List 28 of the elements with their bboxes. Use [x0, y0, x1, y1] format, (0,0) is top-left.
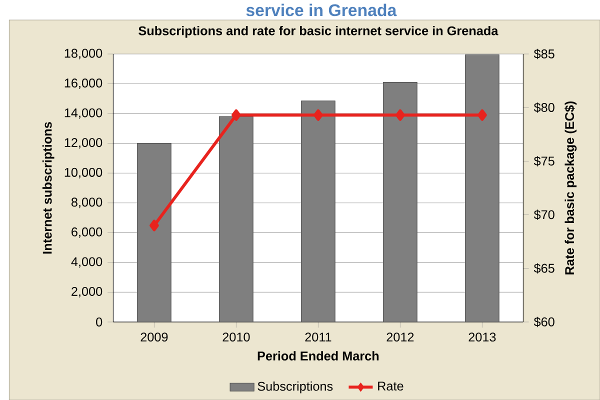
y-tick-label: 6,000 — [72, 227, 102, 238]
y2-tick-label: $85 — [534, 48, 554, 60]
y2-tick-label: $70 — [534, 210, 554, 220]
x-tick-label: 2013 — [468, 332, 496, 342]
legend-label: Subscriptions — [258, 381, 333, 394]
y-axis-title: Internet subscriptions — [42, 122, 54, 254]
y2-tick-label: $80 — [534, 102, 554, 113]
legend-label: Rate — [378, 382, 404, 391]
y-tick-label: 16,000 — [64, 78, 102, 89]
x-tick-label: 2011 — [305, 332, 332, 342]
chart-title: Subscriptions and rate for basic internet service in Grenada — [138, 26, 498, 38]
text: service in Grenada — [246, 4, 397, 16]
y-tick-label: 8,000 — [72, 198, 102, 208]
y-tick-label: 12,000 — [64, 138, 102, 149]
y-tick-label: 14,000 — [64, 108, 102, 119]
y-tick-label: 10,000 — [64, 168, 102, 178]
x-tick-label: 2010 — [222, 332, 250, 342]
x-tick-label: 2012 — [386, 332, 414, 342]
y-tick-label: 4,000 — [71, 257, 102, 268]
y2-tick-label: $75 — [534, 156, 554, 166]
y-tick-label: 0 — [96, 318, 102, 326]
y2-tick-label: $65 — [534, 263, 554, 274]
y-tick-label: 18,000 — [64, 48, 102, 60]
x-tick-label: 2009 — [140, 332, 168, 342]
y2-axis-title: Rate for basic package (EC$) — [564, 101, 577, 274]
x-axis-title: Period Ended March — [258, 351, 379, 360]
y-tick-label: 2,000 — [72, 286, 102, 298]
y2-tick-label: $60 — [534, 316, 554, 328]
